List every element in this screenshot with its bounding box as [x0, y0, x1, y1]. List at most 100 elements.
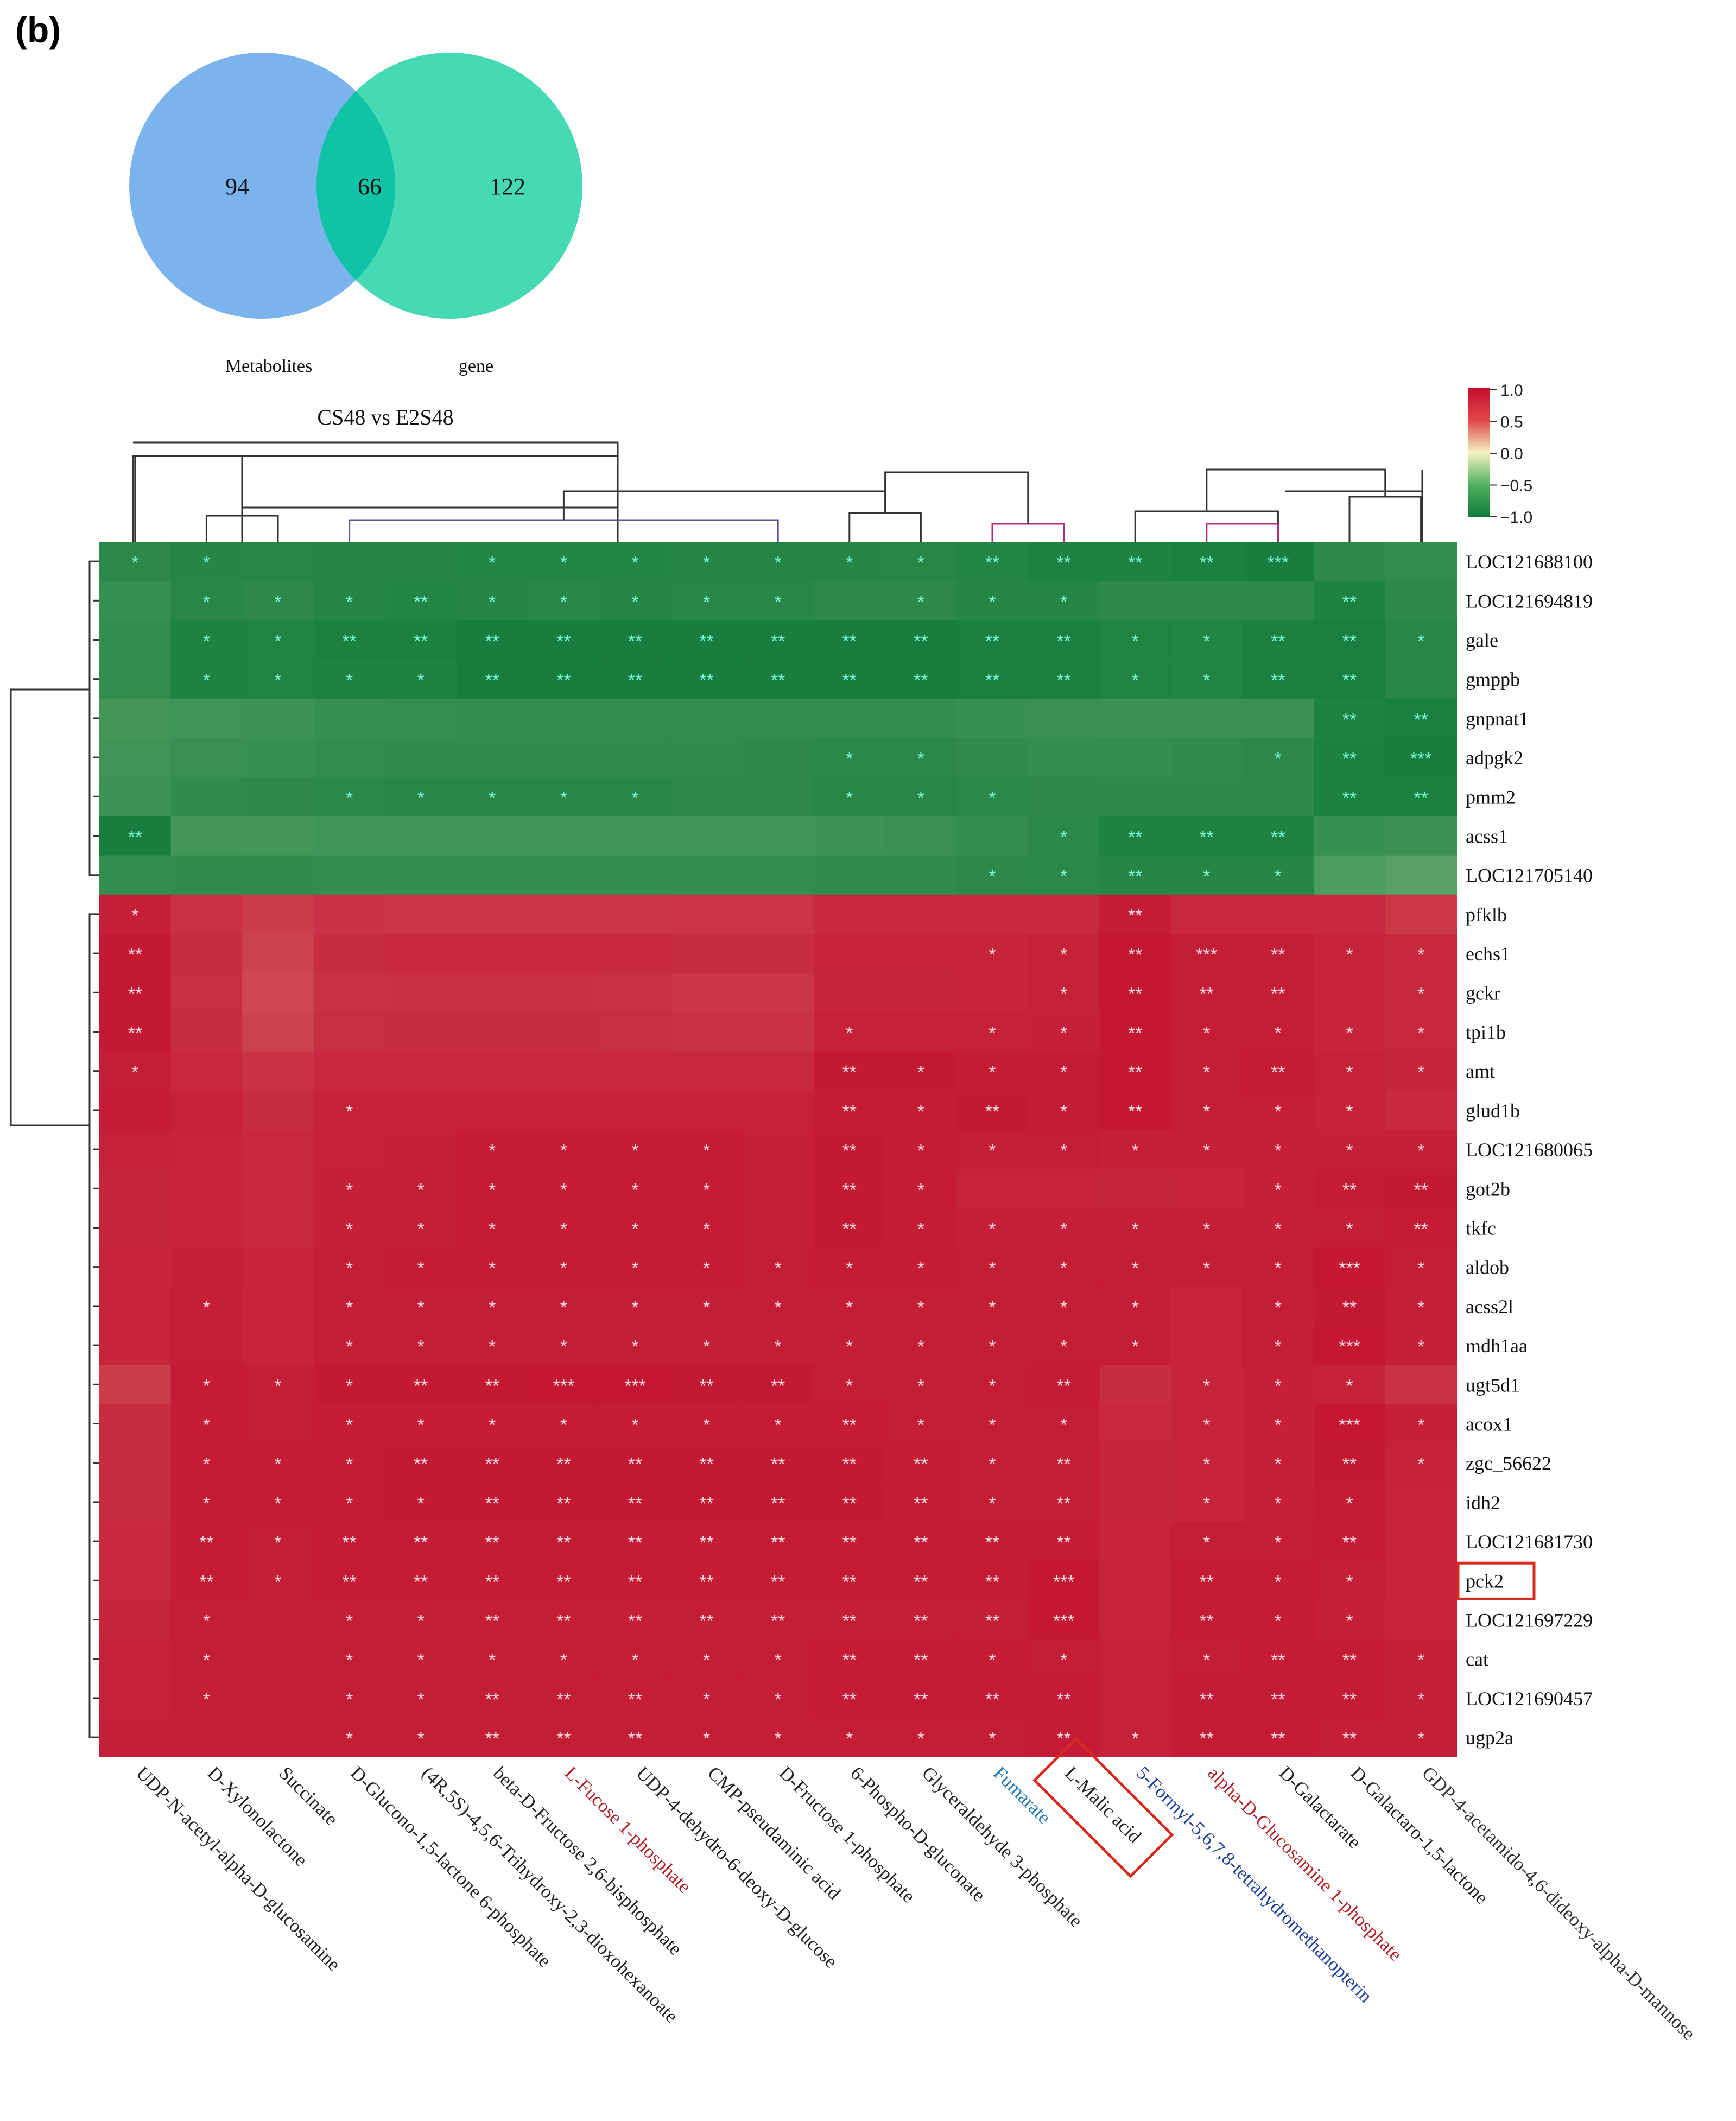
significance-mark: *: [703, 1219, 710, 1240]
heatmap-cell: [814, 1130, 886, 1169]
heatmap-cell: [1099, 1522, 1171, 1561]
heatmap-cell: [599, 581, 671, 621]
significance-mark: *: [203, 1297, 210, 1318]
significance-mark: **: [1056, 1493, 1070, 1514]
heatmap-cell: [313, 1365, 385, 1404]
heatmap-cell: [670, 1600, 743, 1640]
row-dendrogram-branches: [88, 560, 99, 1738]
significance-mark: **: [985, 631, 999, 652]
significance-mark: *: [1060, 1415, 1067, 1436]
heatmap-cell: [1242, 1678, 1314, 1718]
heatmap-cell: [670, 816, 743, 856]
heatmap-cell: [1099, 1208, 1171, 1248]
heatmap-cell: [385, 542, 457, 581]
heatmap-cell: [1242, 1639, 1314, 1679]
significance-mark: **: [1128, 984, 1142, 1004]
significance-mark: *: [489, 1141, 496, 1161]
heatmap-cell: [1099, 1365, 1171, 1404]
heatmap-cell: [1314, 1090, 1386, 1130]
heatmap-cell: [1171, 1404, 1243, 1444]
significance-mark: *: [917, 1062, 924, 1083]
row-label: gale: [1466, 630, 1498, 651]
significance-mark: *: [917, 1141, 924, 1161]
significance-mark: ***: [1268, 553, 1289, 573]
column-label: L-Fucose 1-phosphate: [561, 1762, 695, 1897]
significance-mark: *: [131, 1062, 138, 1083]
significance-mark: *: [1275, 1572, 1282, 1592]
heatmap-cell: [956, 894, 1029, 934]
heatmap-cell: [170, 1639, 243, 1679]
heatmap-cell: [1028, 542, 1100, 581]
heatmap-cell: [742, 1443, 814, 1483]
significance-mark: **: [485, 1729, 499, 1749]
significance-mark: *: [989, 1493, 996, 1514]
heatmap-cell: [742, 894, 814, 934]
row-label: got2b: [1466, 1178, 1510, 1200]
heatmap-cell: [242, 973, 314, 1012]
heatmap-cell: [814, 1012, 886, 1052]
heatmap-cell: [457, 1169, 529, 1208]
significance-mark: *: [1417, 631, 1424, 652]
heatmap-cell: [457, 698, 529, 738]
heatmap-cell: [1099, 1051, 1171, 1091]
heatmap-cell: [742, 1718, 814, 1757]
heatmap-cell: [1171, 1208, 1243, 1248]
heatmap-cell: [599, 1561, 671, 1600]
heatmap-cell: [528, 1561, 600, 1600]
heatmap-cell: [313, 894, 385, 934]
heatmap-cell: [242, 1130, 314, 1169]
significance-mark: *: [1203, 1650, 1210, 1671]
significance-mark: *: [560, 1337, 567, 1357]
row-label: LOC121694819: [1466, 590, 1593, 612]
heatmap-cell: [242, 816, 314, 856]
significance-mark: *: [1060, 1258, 1067, 1279]
heatmap-cell: [885, 620, 957, 660]
heatmap-cell: [956, 1718, 1029, 1757]
row-label: tkfc: [1466, 1218, 1496, 1239]
heatmap-cell: [1171, 816, 1243, 856]
significance-mark: *: [417, 1493, 425, 1514]
significance-mark: *: [1275, 1533, 1282, 1553]
heatmap-cell: [1171, 620, 1243, 660]
heatmap-cell: [885, 1718, 957, 1757]
significance-mark: **: [342, 631, 356, 652]
column-label: CMP-pseudaminic acid: [704, 1762, 845, 1904]
heatmap-cell: [1028, 1600, 1100, 1640]
significance-mark: *: [417, 1689, 425, 1710]
heatmap-cell: [385, 973, 457, 1012]
dendrogram-branch: [1348, 496, 1422, 542]
significance-mark: *: [1203, 1141, 1210, 1161]
dendrogram-branch: [88, 913, 99, 1738]
significance-mark: *: [1275, 1493, 1282, 1514]
significance-mark: **: [556, 631, 571, 652]
heatmap-cell: [599, 1012, 671, 1052]
significance-mark: **: [1200, 1572, 1214, 1592]
significance-mark: **: [414, 631, 428, 652]
significance-mark: **: [128, 945, 142, 965]
significance-mark: *: [631, 1415, 638, 1436]
heatmap-cell: [814, 1718, 886, 1757]
significance-mark: **: [485, 1376, 499, 1396]
heatmap-cell: [1171, 1522, 1243, 1561]
heatmap-cell: [1314, 1247, 1386, 1287]
heatmap-cell: [242, 1169, 314, 1208]
heatmap-cell: [99, 816, 172, 856]
heatmap-cell: [742, 1051, 814, 1091]
significance-mark: *: [417, 1297, 425, 1318]
significance-mark: **: [628, 1533, 642, 1553]
heatmap-cell: [1028, 1208, 1100, 1248]
significance-mark: *: [346, 1376, 353, 1396]
significance-mark: *: [1275, 1454, 1282, 1475]
heatmap-cell: [1171, 1247, 1243, 1287]
column-label: Succinate: [275, 1762, 342, 1829]
heatmap-cell: [1314, 1208, 1386, 1248]
significance-mark: *: [131, 553, 138, 573]
heatmap-cell: [956, 1130, 1029, 1169]
heatmap-cell: [1314, 1639, 1386, 1679]
heatmap-cell: [956, 1090, 1029, 1130]
heatmap-cell: [1242, 738, 1314, 777]
heatmap-cell: [885, 1012, 957, 1052]
significance-mark: **: [1271, 827, 1285, 848]
heatmap-cell: [1099, 1326, 1171, 1365]
significance-mark: *: [489, 1219, 496, 1240]
